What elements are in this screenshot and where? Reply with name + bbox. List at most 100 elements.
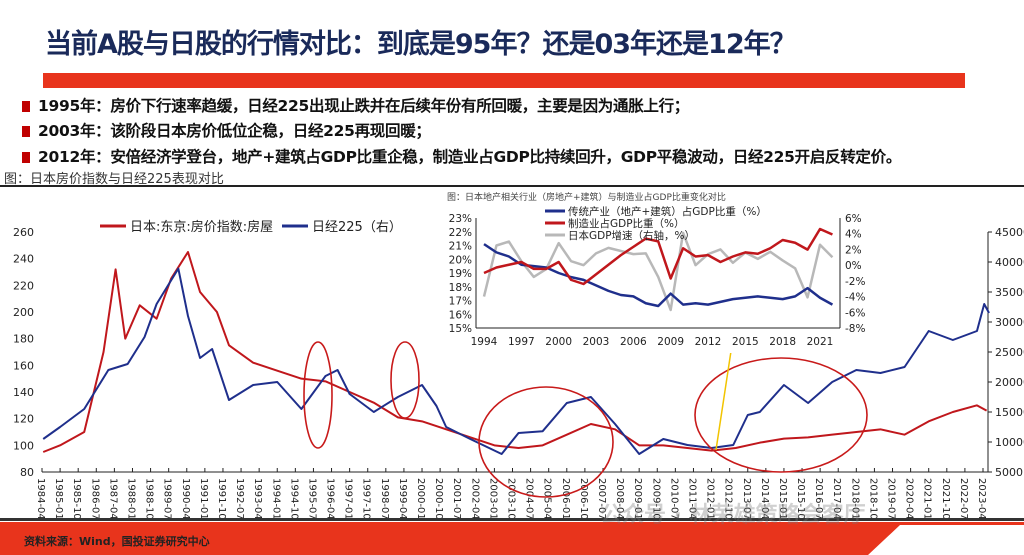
inset-x-tick-label: 2009 — [657, 336, 684, 348]
x-tick-label: 2013-07 — [741, 478, 752, 520]
x-tick-label: 2018-10 — [867, 478, 878, 520]
x-tick-label: 2003-01 — [487, 478, 498, 520]
x-tick-label: 1988-10 — [144, 478, 155, 520]
y2-tick-label: 25000 — [995, 346, 1024, 359]
x-tick-label: 1990-04 — [180, 478, 191, 520]
x-tick-label: 1997-01 — [343, 478, 354, 520]
footer-band — [0, 518, 1024, 555]
inset-y-tick-label: 19% — [449, 268, 472, 280]
x-tick-label: 1995-07 — [306, 478, 317, 520]
annotation-yellow-line — [715, 337, 734, 451]
annotation-ellipse — [303, 341, 333, 449]
x-tick-label: 2016-07 — [813, 478, 824, 520]
bullet-icon — [22, 152, 30, 163]
inset-traditional-line — [483, 243, 834, 308]
x-tick-label: 2018-01 — [849, 478, 860, 520]
y2-tick-label: 40000 — [995, 256, 1024, 269]
x-tick-label: 2021-10 — [940, 478, 951, 520]
x-tick-label: 2012-10 — [723, 478, 734, 520]
page-title: 当前A股与日股的行情对比：到底是95年？还是03年还是12年？ — [45, 29, 797, 60]
x-tick-label: 1985-01 — [53, 478, 64, 520]
x-tick-label: 2000-01 — [415, 478, 426, 520]
inset-y2-tick-label: 6% — [845, 213, 862, 225]
x-tick-label: 1996-04 — [325, 478, 336, 520]
y-tick-label: 80 — [20, 466, 34, 479]
x-tick-label: 2022-07 — [958, 478, 969, 520]
y2-tick-label: 10000 — [995, 436, 1024, 449]
x-tick-label: 1998-07 — [379, 478, 390, 520]
inset-y-tick-label: 16% — [449, 309, 472, 321]
inset-x-tick-label: 2000 — [545, 336, 572, 348]
y-tick-label: 180 — [13, 333, 34, 346]
inset-x-tick-label: 1994 — [471, 336, 498, 348]
y-tick-label: 140 — [13, 386, 34, 399]
inset-x-tick-label: 2003 — [583, 336, 610, 348]
nikkei-line — [42, 267, 990, 455]
inset-y2-tick-label: -2% — [845, 276, 865, 288]
inset-y-tick-label: 20% — [449, 254, 472, 266]
x-tick-label: 2006-01 — [560, 478, 571, 520]
inset-y2-tick-label: 0% — [845, 260, 862, 272]
inset-x-tick-label: 2006 — [620, 336, 647, 348]
bullet-text: 2003年：该阶段日本房价低位企稳，日经225再现回暖； — [38, 122, 431, 140]
inset-y2-tick-label: -4% — [845, 292, 865, 304]
bullet-text: 2012年：安倍经济学登台，地产+建筑占GDP比重企稳，制造业占GDP比持续回升… — [38, 148, 902, 166]
legend-label-nikkei: 日经225（右） — [312, 220, 402, 235]
inset-y-tick-label: 21% — [449, 241, 472, 253]
inset-legend-label: 制造业占GDP比重（%） — [568, 217, 685, 230]
inset-x-tick-label: 1997 — [508, 336, 535, 348]
bullet-icon — [22, 101, 30, 112]
x-tick-label: 1984-04 — [35, 478, 46, 520]
inset-x-tick-label: 2018 — [769, 336, 796, 348]
inset-manufacturing-line — [483, 227, 833, 286]
y2-tick-label: 45000 — [995, 226, 1024, 239]
inset-title: 图：日本地产相关行业（房地产+建筑）与制造业占GDP比重变化对比 — [447, 191, 726, 203]
x-tick-label: 2007-07 — [596, 478, 607, 520]
inset-y-tick-label: 22% — [449, 227, 472, 239]
x-tick-label: 1994-01 — [270, 478, 281, 520]
y-tick-label: 200 — [13, 306, 34, 319]
x-tick-label: 1989-07 — [162, 478, 173, 520]
inset-gdp-growth-line — [482, 231, 834, 312]
x-tick-label: 2002-04 — [469, 478, 480, 520]
y-tick-label: 240 — [13, 253, 34, 266]
x-tick-label: 1993-04 — [252, 478, 263, 520]
y-tick-label: 160 — [13, 359, 34, 372]
legend-label-house: 日本:东京:房价指数:房屋 — [130, 219, 273, 235]
source-note: 资料来源：Wind，国投证券研究中心 — [24, 535, 210, 548]
x-tick-label: 2008-04 — [614, 478, 625, 520]
x-tick-label: 1992-07 — [234, 478, 245, 520]
inset-y2-tick-label: -6% — [845, 307, 865, 319]
figure-caption: 图：日本房价指数与日经225表现对比 — [4, 172, 224, 187]
bullet-icon — [22, 126, 30, 137]
x-tick-label: 2009-10 — [650, 478, 661, 520]
x-tick-label: 1985-10 — [71, 478, 82, 520]
inset-y2-tick-label: -8% — [845, 323, 865, 335]
inset-x-tick-label: 2021 — [807, 336, 834, 348]
x-tick-label: 2012-01 — [705, 478, 716, 520]
x-tick-label: 2021-01 — [922, 478, 933, 520]
annotation-ellipse — [390, 341, 420, 419]
x-tick-label: 1994-10 — [288, 478, 299, 520]
x-tick-label: 2000-10 — [433, 478, 444, 520]
y2-tick-label: 15000 — [995, 406, 1024, 419]
x-tick-label: 2009-01 — [632, 478, 643, 520]
annotation-ellipse — [478, 386, 614, 498]
x-tick-label: 1997-10 — [361, 478, 372, 520]
x-tick-label: 1991-01 — [198, 478, 209, 520]
y2-tick-label: 5000 — [995, 466, 1023, 479]
title-bar — [43, 73, 965, 88]
y2-tick-label: 20000 — [995, 376, 1024, 389]
x-tick-label: 2015-01 — [777, 478, 788, 520]
x-tick-label: 1987-04 — [107, 478, 118, 520]
inset-y2-tick-label: 4% — [845, 229, 862, 241]
x-tick-label: 2005-04 — [542, 478, 553, 520]
x-tick-label: 2011-04 — [686, 478, 697, 520]
x-tick-label: 2015-10 — [795, 478, 806, 520]
y-tick-label: 220 — [13, 279, 34, 292]
inset-y-tick-label: 15% — [449, 323, 472, 335]
annotation-ellipse — [694, 357, 868, 473]
x-tick-label: 1986-07 — [89, 478, 100, 520]
x-tick-label: 2006-10 — [578, 478, 589, 520]
x-tick-label: 2003-10 — [506, 478, 517, 520]
